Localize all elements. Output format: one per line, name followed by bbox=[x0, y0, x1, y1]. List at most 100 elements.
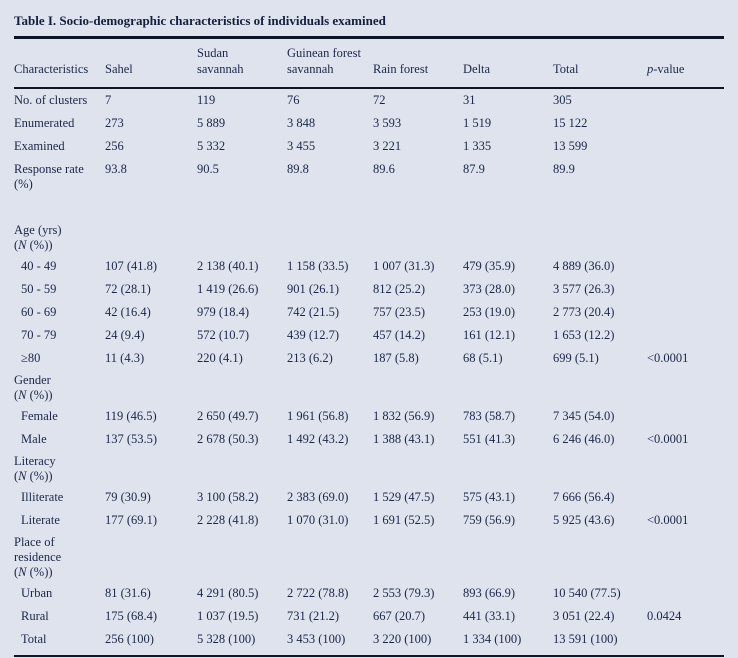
table-cell: 4 889 (36.0) bbox=[553, 259, 615, 273]
table-cell bbox=[463, 532, 553, 582]
table-cell: 759 (56.9) bbox=[463, 513, 516, 527]
table-cell: 5 332 bbox=[197, 139, 226, 153]
table-cell bbox=[647, 301, 724, 324]
table-cell bbox=[197, 370, 287, 405]
table-cell bbox=[463, 370, 553, 405]
table-cell: 3 593 bbox=[373, 116, 402, 130]
table-cell: 3 221 bbox=[373, 139, 402, 153]
table-cell: 119 bbox=[197, 93, 216, 107]
table-row: Enumerated 273 5 889 3 848 3 593 1 519 15 122 bbox=[14, 112, 724, 135]
table-cell: 76 bbox=[287, 93, 300, 107]
spacer-row bbox=[14, 196, 724, 220]
column-header: Sudan savannah bbox=[197, 39, 287, 89]
table-cell bbox=[553, 370, 647, 405]
table-header: Characteristics Sahel Sudan savannah Guinea… bbox=[14, 39, 724, 89]
table-cell: 87.9 bbox=[463, 162, 485, 176]
row-label: 40 - 49 bbox=[21, 259, 57, 273]
table-cell: 667 (20.7) bbox=[373, 609, 426, 623]
section-row: Literacy (N (%)) bbox=[14, 451, 724, 486]
table-cell: 5 889 bbox=[197, 116, 226, 130]
table-cell: 256 bbox=[105, 139, 124, 153]
table-cell: 11 (4.3) bbox=[105, 351, 145, 365]
table-cell: 213 (6.2) bbox=[287, 351, 333, 365]
table-cell bbox=[287, 370, 373, 405]
table-cell bbox=[647, 255, 724, 278]
table-cell: 1 037 (19.5) bbox=[197, 609, 259, 623]
table-cell bbox=[647, 370, 724, 405]
table-cell bbox=[463, 220, 553, 255]
table-cell: 1 419 (26.6) bbox=[197, 282, 259, 296]
table-cell: 1 335 bbox=[463, 139, 492, 153]
table-cell bbox=[647, 112, 724, 135]
table-cell: 220 (4.1) bbox=[197, 351, 243, 365]
table-row: ≥80 11 (4.3) 220 (4.1) 213 (6.2) 187 (5.8) 68… bbox=[14, 347, 724, 370]
table-row: Response rate (%) 93.8 90.5 89.8 89.6 87.9 89.… bbox=[14, 158, 724, 196]
table-cell: <0.0001 bbox=[647, 432, 689, 446]
table-cell: 15 122 bbox=[553, 116, 588, 130]
section-row: Gender (N (%)) bbox=[14, 370, 724, 405]
table-cell bbox=[647, 582, 724, 605]
table-cell bbox=[373, 220, 463, 255]
table-cell bbox=[647, 324, 724, 347]
table-cell: 575 (43.1) bbox=[463, 490, 516, 504]
row-label: Female bbox=[21, 409, 58, 423]
table-cell bbox=[647, 486, 724, 509]
table-cell bbox=[647, 158, 724, 196]
table-cell bbox=[373, 451, 463, 486]
table-cell: 2 722 (78.8) bbox=[287, 586, 349, 600]
table-row: 50 - 59 72 (28.1) 1 419 (26.6) 901 (26.1) 81… bbox=[14, 278, 724, 301]
table-cell bbox=[105, 451, 197, 486]
table-cell: 305 bbox=[553, 93, 572, 107]
table-cell bbox=[647, 88, 724, 112]
table-cell: 31 bbox=[463, 93, 476, 107]
table-cell: 72 (28.1) bbox=[105, 282, 151, 296]
table-cell: 572 (10.7) bbox=[197, 328, 250, 342]
table-cell bbox=[553, 220, 647, 255]
table-cell: 89.8 bbox=[287, 162, 309, 176]
table-cell bbox=[287, 451, 373, 486]
table-cell: 72 bbox=[373, 93, 386, 107]
table-title: Table I. Socio-demographic characteristi… bbox=[14, 13, 386, 28]
table-cell: 1 529 (47.5) bbox=[373, 490, 435, 504]
table-cell: 479 (35.9) bbox=[463, 259, 516, 273]
row-label: Urban bbox=[21, 586, 53, 600]
column-header: p-value bbox=[647, 39, 724, 89]
table-cell: 731 (21.2) bbox=[287, 609, 340, 623]
table-cell: 3 220 (100) bbox=[373, 632, 432, 646]
table-cell: 3 848 bbox=[287, 116, 316, 130]
table-cell: 901 (26.1) bbox=[287, 282, 340, 296]
row-label: Rural bbox=[21, 609, 49, 623]
row-label: No. of clusters bbox=[14, 93, 88, 107]
table-cell: 1 070 (31.0) bbox=[287, 513, 349, 527]
table-cell: 256 (100) bbox=[105, 632, 154, 646]
table-cell: 1 961 (56.8) bbox=[287, 409, 349, 423]
row-label: Literacy (N (%)) bbox=[14, 454, 56, 483]
table-cell: 3 453 (100) bbox=[287, 632, 346, 646]
table-cell bbox=[287, 532, 373, 582]
table-row: Examined 256 5 332 3 455 3 221 1 335 13 599 bbox=[14, 135, 724, 158]
table-cell: 7 bbox=[105, 93, 112, 107]
table-cell: 551 (41.3) bbox=[463, 432, 516, 446]
table-row: Literate 177 (69.1) 2 228 (41.8) 1 070 (31.… bbox=[14, 509, 724, 532]
column-header: Characteristics bbox=[14, 39, 105, 89]
table-cell: 783 (58.7) bbox=[463, 409, 516, 423]
table-cell: <0.0001 bbox=[647, 351, 689, 365]
table-cell: 107 (41.8) bbox=[105, 259, 158, 273]
table-cell: 119 (46.5) bbox=[105, 409, 157, 423]
row-label: 70 - 79 bbox=[21, 328, 57, 342]
table-cell: 1 832 (56.9) bbox=[373, 409, 435, 423]
table-cell: 79 (30.9) bbox=[105, 490, 151, 504]
table-cell: 89.9 bbox=[553, 162, 575, 176]
table-cell bbox=[647, 628, 724, 651]
table-cell bbox=[197, 220, 287, 255]
row-label: Place of residence (N (%)) bbox=[14, 535, 62, 579]
table-cell: 699 (5.1) bbox=[553, 351, 599, 365]
table-cell: 1 388 (43.1) bbox=[373, 432, 435, 446]
row-label: Enumerated bbox=[14, 116, 75, 130]
row-label: Total bbox=[21, 632, 47, 646]
section-row: Place of residence (N (%)) bbox=[14, 532, 724, 582]
table-cell: 187 (5.8) bbox=[373, 351, 419, 365]
table-cell: 161 (12.1) bbox=[463, 328, 516, 342]
row-label: Response rate (%) bbox=[14, 162, 84, 191]
